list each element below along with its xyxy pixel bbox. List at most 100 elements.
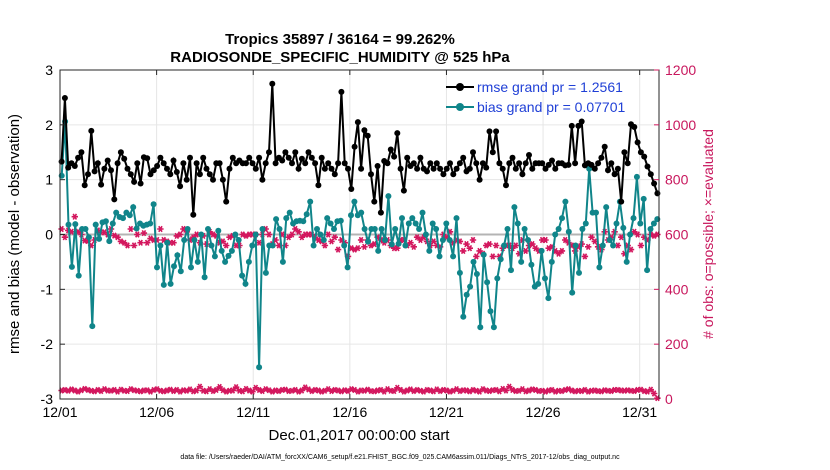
obs-evaluated-point (124, 242, 131, 249)
rmse-point (427, 160, 434, 167)
obs-possible-point (581, 386, 589, 394)
bias-point (555, 226, 562, 232)
obs-possible-point (341, 387, 348, 394)
bias-point (637, 220, 644, 227)
obs-possible-point (311, 386, 319, 394)
bias-point (484, 279, 491, 286)
obs-possible-point (117, 386, 125, 393)
bias-point (569, 289, 576, 296)
x-ticks: 12/01 12/06 12/11 12/16 12/21 12/26 12/31 (42, 70, 657, 420)
bias-point (650, 220, 657, 227)
bias-point (450, 253, 457, 260)
y-tick-label: 2 (45, 117, 53, 133)
obs-possible-point (111, 386, 118, 394)
bias-point (416, 226, 423, 232)
y-right-tick-label: 0 (665, 391, 673, 407)
obs-possible-point (315, 387, 322, 394)
rmse-point (400, 187, 407, 194)
bias-point (222, 258, 229, 265)
obs-possible-point (446, 388, 454, 395)
obs-evaluated-point (153, 236, 161, 244)
x-tick-label: 12/11 (236, 404, 270, 420)
rmse-point (496, 160, 503, 167)
bias-point (82, 226, 89, 232)
rmse-point (85, 171, 91, 178)
bias-point (242, 280, 249, 287)
rmse-point (266, 149, 272, 156)
rmse-point (608, 160, 615, 167)
obs-possible-point (588, 387, 595, 394)
y-tick-label: 0 (45, 227, 53, 243)
obs-evaluated-point (374, 234, 381, 241)
obs-evaluated-point (532, 245, 539, 252)
bias-point (633, 173, 640, 180)
obs-possible-point (634, 386, 641, 394)
rmse-point (476, 176, 483, 183)
bias-point (65, 221, 72, 228)
bias-point (545, 295, 552, 302)
rmse-point (305, 149, 312, 156)
obs-evaluated-point (140, 229, 148, 237)
x-tick-label: 12/21 (429, 404, 464, 420)
obs-evaluated-point (298, 234, 306, 241)
rmse-point (117, 149, 124, 156)
obs-evaluated-point (542, 236, 549, 244)
bias-point (528, 261, 535, 268)
bias-point (501, 242, 508, 249)
bias-point (327, 220, 334, 227)
obs-evaluated-point (469, 236, 477, 244)
obs-possible-point (229, 387, 236, 394)
bias-point (113, 209, 120, 216)
obs-evaluated-point (413, 234, 421, 241)
obs-possible-point (334, 387, 342, 394)
obs-evaluated-point (614, 242, 622, 249)
bias-point (365, 238, 371, 245)
y-right-tick-label: 200 (665, 336, 689, 352)
bias-point (228, 247, 235, 254)
obs-evaluated-point (288, 231, 296, 238)
rmse-point (302, 160, 309, 167)
obs-possible-point (318, 388, 325, 395)
obs-evaluated-point (137, 239, 144, 246)
obs-possible-point (535, 387, 543, 395)
obs-possible-point (529, 386, 536, 393)
obs-evaluated-point (608, 234, 615, 241)
obs-evaluated-point (548, 243, 556, 251)
rmse-point (539, 160, 546, 167)
bias-point (218, 247, 225, 254)
obs-possible-point (173, 386, 180, 394)
rmse-point (173, 169, 180, 175)
rmse-point (341, 160, 348, 167)
rmse-point (499, 165, 506, 172)
obs-evaluated-point (621, 250, 628, 257)
obs-evaluated-point (420, 234, 427, 241)
obs-possible-point (650, 390, 658, 397)
bias-point (198, 231, 205, 238)
bias-point (388, 241, 395, 248)
y-right-tick-label: 1000 (665, 117, 696, 133)
bias-point (269, 242, 276, 249)
bias-point (535, 280, 542, 287)
obs-possible-point (433, 386, 440, 393)
rmse-point (647, 171, 654, 178)
obs-possible-point (101, 385, 108, 393)
obs-possible-point (288, 387, 296, 394)
obs-possible-point (545, 387, 552, 394)
obs-evaluated-point (328, 238, 335, 245)
obs-evaluated-point (417, 236, 424, 244)
rmse-point (196, 171, 203, 178)
obs-possible-point (331, 386, 338, 394)
bias-point (92, 221, 99, 228)
y-right-tick-label: 400 (665, 281, 689, 297)
obs-possible-point (364, 386, 371, 393)
bias-point (610, 242, 617, 249)
obs-evaluated-point (223, 242, 230, 249)
obs-possible-point (344, 387, 352, 395)
bias-point (490, 324, 497, 331)
bias-point (337, 217, 344, 224)
rmse-point (489, 149, 496, 156)
bias-point (409, 215, 416, 222)
obs-evaluated-point (407, 239, 414, 246)
obs-evaluated-point (410, 243, 417, 251)
